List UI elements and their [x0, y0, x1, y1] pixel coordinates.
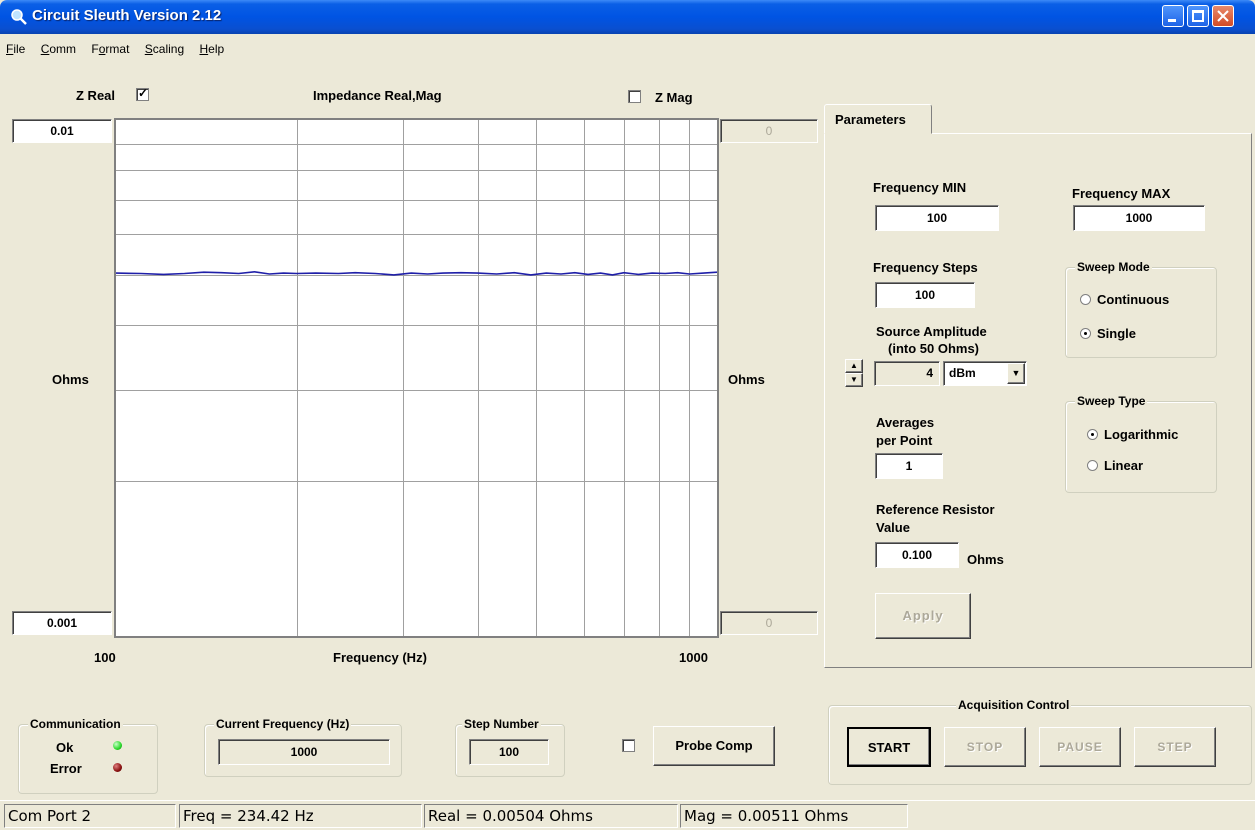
comm-ok-led-icon — [113, 741, 122, 750]
radio-logarithmic[interactable] — [1087, 429, 1098, 440]
plot-title: Impedance Real,Mag — [313, 88, 442, 103]
y-axis-unit-left: Ohms — [52, 372, 89, 387]
title-bar[interactable]: Circuit Sleuth Version 2.12 — [0, 0, 1255, 34]
radio-single-label[interactable]: Single — [1097, 326, 1137, 341]
probe-comp-checkbox[interactable] — [622, 739, 635, 752]
freq-min-label: Frequency MIN — [873, 180, 967, 195]
y-min-input[interactable]: 0.001 — [12, 611, 112, 635]
source-amp-sublabel: (into 50 Ohms) — [888, 341, 980, 356]
freq-max-label: Frequency MAX — [1072, 186, 1171, 201]
plot-canvas — [116, 120, 717, 636]
apply-button[interactable]: Apply — [875, 593, 971, 639]
minimize-button[interactable] — [1162, 5, 1184, 27]
impedance-plot[interactable] — [114, 118, 719, 638]
comm-error-led-icon — [113, 763, 122, 772]
amp-up-button[interactable]: ▲ — [845, 359, 863, 373]
menu-format[interactable]: Format — [91, 42, 130, 56]
communication-label: Communication — [28, 717, 123, 731]
radio-continuous-label[interactable]: Continuous — [1097, 292, 1170, 307]
radio-linear-label[interactable]: Linear — [1104, 458, 1144, 473]
zreal-checkbox[interactable] — [136, 86, 149, 101]
averages-input[interactable]: 1 — [875, 453, 943, 479]
z-real-series-line — [116, 270, 717, 276]
app-icon — [11, 9, 27, 25]
step-button[interactable]: STEP — [1134, 727, 1216, 767]
status-frequency: Freq = 234.42 Hz — [179, 804, 422, 828]
source-amp-label: Source Amplitude — [876, 324, 987, 339]
zreal-label: Z Real — [76, 88, 116, 103]
x-max-label: 1000 — [679, 650, 708, 665]
maximize-icon — [1192, 10, 1204, 22]
parameters-panel — [824, 133, 1252, 668]
averages-label: Averages — [876, 415, 935, 430]
radio-logarithmic-label[interactable]: Logarithmic — [1104, 427, 1179, 442]
radio-continuous[interactable] — [1080, 294, 1091, 305]
menu-comm[interactable]: Comm — [40, 42, 77, 56]
comm-ok-label: Ok — [56, 740, 74, 755]
ref-res-unit: Ohms — [967, 552, 1004, 567]
sweep-type-label: Sweep Type — [1075, 394, 1148, 408]
zmag-label: Z Mag — [655, 90, 693, 105]
communication-group — [18, 724, 158, 794]
amp-down-button[interactable]: ▼ — [845, 373, 863, 387]
x-axis-label: Frequency (Hz) — [333, 650, 427, 665]
minimize-icon — [1168, 19, 1176, 22]
chevron-down-icon: ▼ — [1011, 368, 1021, 378]
maximize-button[interactable] — [1187, 5, 1209, 27]
y2-max-input[interactable]: 0 — [720, 119, 818, 143]
ref-res-input[interactable]: 0.100 — [875, 542, 959, 568]
close-icon — [1217, 10, 1229, 22]
menu-bar: File Comm Format Scaling Help — [0, 42, 230, 62]
radio-linear[interactable] — [1087, 460, 1098, 471]
menu-scaling[interactable]: Scaling — [144, 42, 185, 56]
window-title: Circuit Sleuth Version 2.12 — [32, 7, 222, 24]
amp-unit-dropdown-button[interactable]: ▼ — [1007, 363, 1025, 384]
amp-unit-select[interactable]: dBm ▼ — [943, 361, 1027, 386]
y-axis-unit-right: Ohms — [728, 372, 765, 387]
step-number-value: 100 — [469, 739, 549, 765]
menu-help[interactable]: Help — [199, 42, 225, 56]
source-amp-input[interactable]: 4 — [874, 361, 940, 386]
current-frequency-value: 1000 — [218, 739, 390, 765]
status-mag: Mag = 0.00511 Ohms — [680, 804, 908, 828]
y2-min-input[interactable]: 0 — [720, 611, 818, 635]
ref-res-sublabel: Value — [876, 520, 910, 535]
start-button[interactable]: START — [847, 727, 931, 767]
comm-error-label: Error — [50, 761, 82, 776]
ref-res-label: Reference Resistor — [876, 502, 995, 517]
probe-comp-button[interactable]: Probe Comp — [653, 726, 775, 766]
arrow-down-icon: ▼ — [850, 375, 858, 384]
freq-steps-input[interactable]: 100 — [875, 282, 975, 308]
freq-min-input[interactable]: 100 — [875, 205, 999, 231]
sweep-type-group — [1065, 401, 1217, 493]
x-min-label: 100 — [94, 650, 116, 665]
menu-file[interactable]: File — [6, 42, 26, 56]
close-button[interactable] — [1212, 5, 1234, 27]
zmag-checkbox[interactable] — [628, 90, 641, 103]
tab-parameters[interactable]: Parameters — [824, 104, 932, 134]
current-frequency-label: Current Frequency (Hz) — [214, 717, 352, 731]
acquisition-control-label: Acquisition Control — [956, 698, 1072, 712]
y-max-input[interactable]: 0.01 — [12, 119, 112, 143]
status-port: Com Port 2 — [4, 804, 176, 828]
sweep-mode-label: Sweep Mode — [1075, 260, 1152, 274]
pause-button[interactable]: PAUSE — [1039, 727, 1121, 767]
amp-unit-value: dBm — [949, 366, 976, 380]
freq-max-input[interactable]: 1000 — [1073, 205, 1205, 231]
stop-button[interactable]: STOP — [944, 727, 1026, 767]
freq-steps-label: Frequency Steps — [873, 260, 978, 275]
step-number-label: Step Number — [462, 717, 541, 731]
status-bar: Com Port 2 Freq = 234.42 Hz Real = 0.005… — [0, 800, 1255, 830]
arrow-up-icon: ▲ — [850, 361, 858, 370]
averages-sublabel: per Point — [876, 433, 933, 448]
sweep-mode-group — [1065, 267, 1217, 358]
tab-parameters-label: Parameters — [835, 112, 906, 127]
radio-single[interactable] — [1080, 328, 1091, 339]
status-real: Real = 0.00504 Ohms — [424, 804, 678, 828]
